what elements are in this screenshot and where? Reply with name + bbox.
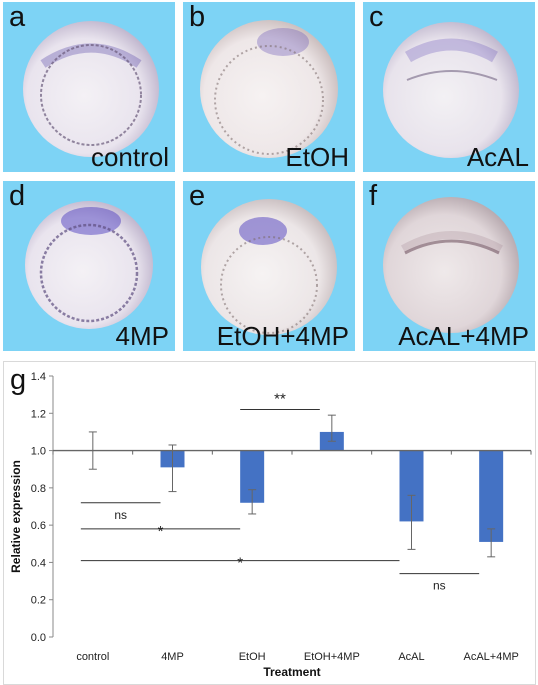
y-tick-label: 0.8	[31, 483, 46, 495]
y-tick-label: 0.6	[31, 520, 46, 532]
y-axis-title: Relative expression	[9, 460, 23, 573]
embryo-image	[201, 199, 337, 335]
x-tick-label: control	[76, 651, 109, 663]
condition-label: EtOH+4MP	[216, 321, 349, 351]
embryo-image	[23, 21, 159, 157]
embryo-image	[383, 197, 519, 333]
x-axis-title: Treatment	[263, 665, 320, 679]
panel-letter: f	[369, 181, 378, 212]
significance-label: **	[274, 391, 286, 408]
x-tick-label: EtOH	[239, 651, 266, 663]
panel-letter: g	[10, 364, 27, 396]
y-tick-label: 0.4	[31, 557, 46, 569]
panel-f: f AcAL+4MP	[363, 181, 535, 351]
panel-c: c AcAL	[363, 2, 535, 172]
significance-label: ns	[114, 508, 127, 522]
panel-letter: b	[189, 2, 206, 33]
condition-label: EtOH	[285, 142, 349, 172]
x-tick-label: AcAL+4MP	[463, 651, 518, 663]
y-tick-label: 0.0	[31, 632, 46, 644]
condition-label: AcAL	[466, 142, 529, 172]
panel-b: b EtOH	[183, 2, 355, 172]
x-tick-label: AcAL	[398, 651, 424, 663]
panel-e: e EtOH+4MP	[183, 181, 355, 351]
significance-label: *	[158, 523, 164, 540]
condition-label: control	[90, 142, 169, 172]
embryo-image	[25, 201, 153, 329]
panel-letter: d	[9, 181, 26, 212]
bar-chart: 0.0 0.2 0.4 0.6 0.8 1.0 1.2 1.4 control 4MP EtOH Et…	[9, 371, 532, 679]
significance-label: ns	[433, 579, 446, 593]
x-tick-label: 4MP	[161, 651, 184, 663]
y-tick-label: 1.0	[31, 446, 46, 458]
panel-letter: e	[189, 181, 206, 212]
x-tick-label: EtOH+4MP	[304, 651, 360, 663]
panel-letter: a	[9, 2, 26, 33]
y-tick-label: 0.2	[31, 595, 46, 607]
panel-letter: c	[369, 2, 384, 33]
panel-a: a control	[3, 2, 175, 172]
significance-label: *	[237, 555, 243, 572]
condition-label: AcAL+4MP	[398, 321, 529, 351]
y-tick-label: 1.4	[31, 371, 46, 383]
chart-panel: 0.0 0.2 0.4 0.6 0.8 1.0 1.2 1.4 control 4MP EtOH Et…	[3, 361, 536, 685]
condition-label: 4MP	[115, 321, 169, 351]
bar	[479, 450, 504, 542]
embryo-image	[200, 20, 338, 158]
y-tick-label: 1.2	[31, 408, 46, 420]
embryo-image	[383, 22, 519, 158]
panel-d: d 4MP	[3, 181, 175, 351]
